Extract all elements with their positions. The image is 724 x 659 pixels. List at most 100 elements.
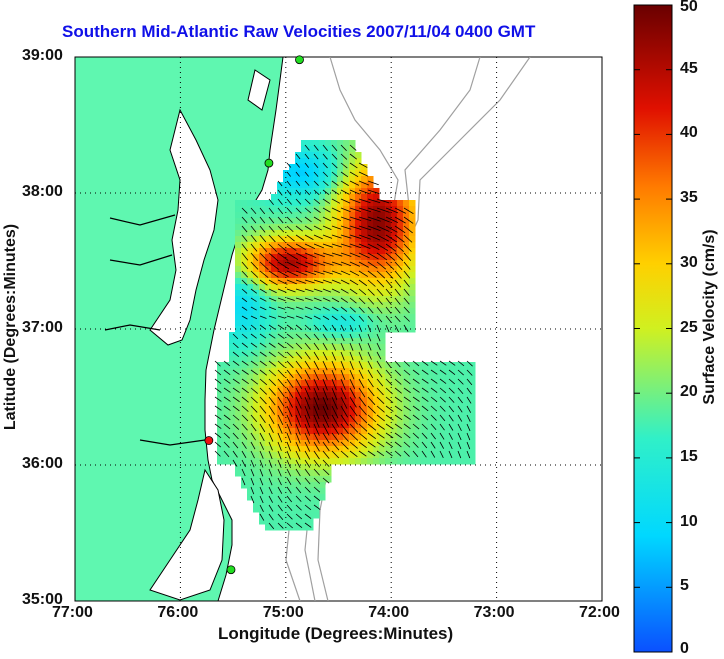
velocity-cell [253,320,260,327]
velocity-arrow [304,450,311,460]
velocity-arrow [403,279,410,288]
velocity-cell [319,182,326,189]
velocity-cell [451,392,458,399]
velocity-cell [307,272,314,279]
velocity-cell [331,272,338,279]
velocity-cell [391,374,398,381]
velocity-cell [271,524,278,531]
velocity-arrow [286,315,295,319]
velocity-cell [307,404,314,411]
velocity-arrow [385,288,393,297]
velocity-arrow [241,288,248,294]
velocity-arrow [304,306,313,310]
velocity-cell [373,452,380,459]
velocity-cell [247,362,254,369]
velocity-cell [409,260,416,267]
velocity-cell [301,368,308,375]
colorbar [633,4,673,653]
velocity-arrow [331,243,343,248]
velocity-arrow [214,414,222,420]
velocity-cell [445,374,452,381]
velocity-cell [217,374,224,381]
velocity-arrow [385,270,394,279]
velocity-cell [235,470,242,477]
velocity-cell [415,398,422,405]
velocity-cell [313,506,320,513]
velocity-cell [301,344,308,351]
velocity-cell [295,476,302,483]
velocity-arrow [421,414,429,421]
velocity-arrow [286,396,293,408]
velocity-cell [421,392,428,399]
velocity-cell [331,194,338,201]
velocity-cell [313,146,320,153]
velocity-cell [325,140,332,147]
velocity-cell [271,272,278,279]
velocity-arrow [295,234,305,241]
velocity-cell [265,314,272,321]
velocity-cell [217,410,224,417]
velocity-cell [409,254,416,261]
velocity-arrow [376,207,390,213]
velocity-arrow [286,522,293,529]
velocity-cell [367,284,374,291]
velocity-arrow [439,432,445,440]
velocity-cell [277,200,284,207]
velocity-cell [379,404,386,411]
velocity-cell [331,422,338,429]
velocity-cell [331,176,338,183]
velocity-cell [319,464,326,471]
velocity-cell [313,140,320,147]
velocity-arrow [358,189,370,195]
velocity-cell [403,440,410,447]
velocity-cell [295,446,302,453]
velocity-cell [385,428,392,435]
velocity-cell [247,380,254,387]
velocity-cell [391,386,398,393]
velocity-cell [385,254,392,261]
velocity-cell [295,506,302,513]
velocity-arrow [349,279,359,286]
velocity-cell [283,302,290,309]
velocity-cell [385,398,392,405]
velocity-cell [421,446,428,453]
velocity-cell [337,386,344,393]
velocity-cell [235,278,242,285]
velocity-arrow [358,360,364,370]
velocity-cell [379,428,386,435]
velocity-cell [277,464,284,471]
velocity-cell [331,140,338,147]
velocity-arrow [376,270,386,279]
velocity-cell [397,254,404,261]
velocity-cell [229,386,236,393]
velocity-cell [241,326,248,333]
velocity-arrow [331,441,340,451]
velocity-cell [283,200,290,207]
velocity-cell [295,158,302,165]
velocity-arrow [412,441,419,448]
velocity-cell [253,278,260,285]
velocity-cell [391,302,398,309]
velocity-cell [307,332,314,339]
velocity-cell [361,248,368,255]
velocity-cell [313,152,320,159]
velocity-cell [325,284,332,291]
velocity-arrow [322,342,328,351]
velocity-cell [301,308,308,315]
velocity-cell [469,362,476,369]
velocity-cell [373,278,380,285]
velocity-arrow [250,423,257,432]
velocity-arrow [304,387,311,400]
velocity-cell [355,350,362,357]
velocity-arrow [349,333,354,342]
velocity-arrow [277,351,285,358]
velocity-cell [301,176,308,183]
velocity-cell [397,242,404,249]
velocity-arrow [313,495,321,502]
velocity-arrow [322,468,330,476]
velocity-cell [253,338,260,345]
velocity-cell [247,470,254,477]
velocity-cell [307,266,314,273]
velocity-arrow [259,459,264,468]
velocity-arrow [259,315,267,319]
